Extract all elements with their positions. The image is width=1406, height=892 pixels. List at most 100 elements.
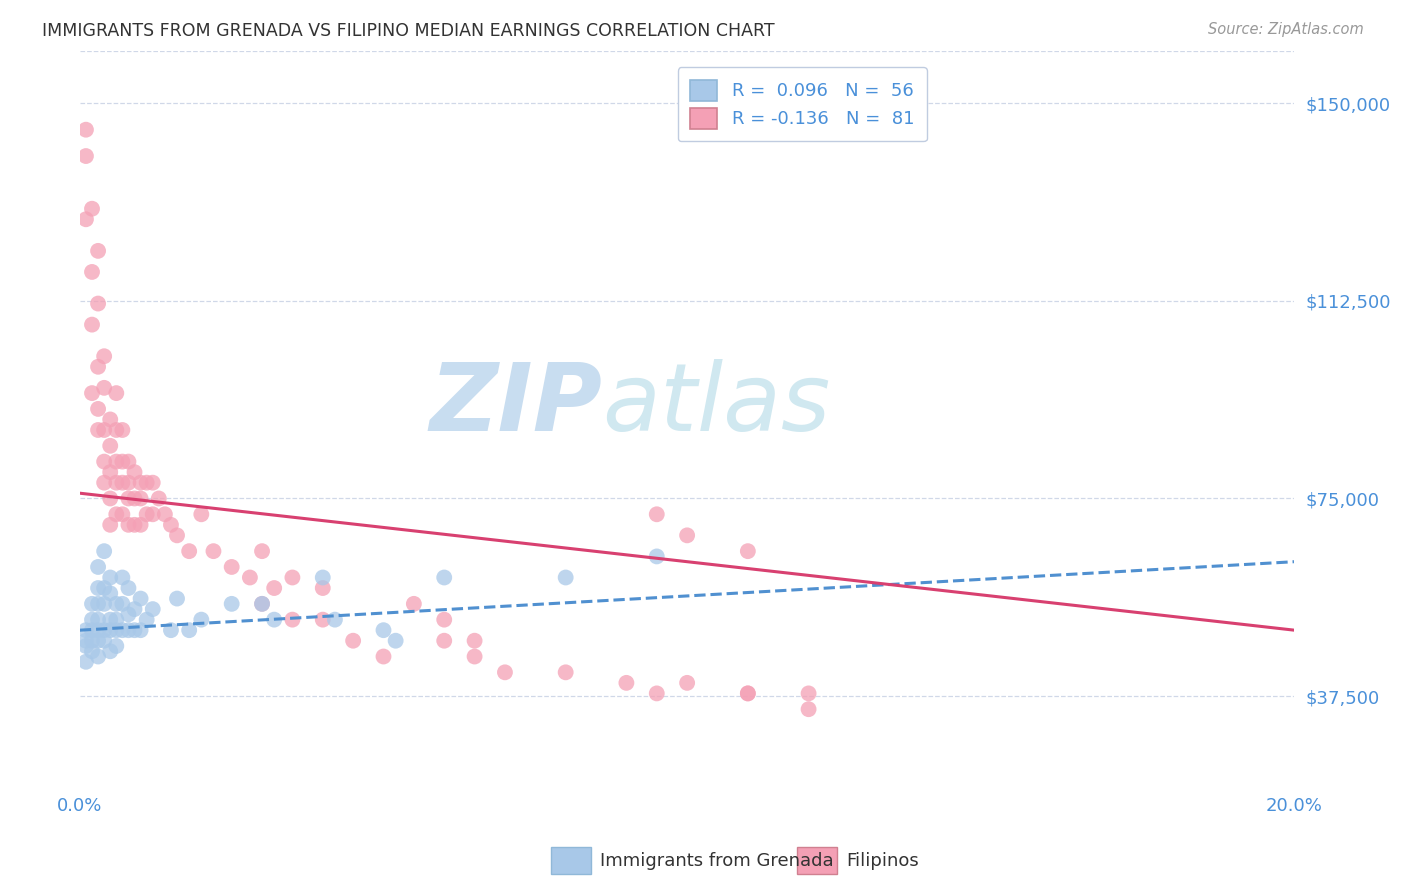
Point	[93, 581, 115, 595]
Point	[105, 508, 128, 522]
Point	[124, 517, 146, 532]
Point	[433, 633, 456, 648]
Point	[737, 686, 759, 700]
Point	[676, 528, 699, 542]
Point	[135, 475, 157, 490]
Point	[111, 623, 134, 637]
Point	[117, 475, 139, 490]
Point	[179, 623, 201, 637]
Point	[87, 423, 110, 437]
Point	[616, 676, 638, 690]
Point	[111, 423, 134, 437]
Point	[80, 613, 103, 627]
Point	[129, 591, 152, 606]
Point	[737, 686, 759, 700]
Point	[190, 508, 212, 522]
Point	[105, 386, 128, 401]
Point	[98, 465, 121, 479]
Point	[250, 597, 273, 611]
Point	[98, 412, 121, 426]
Point	[93, 381, 115, 395]
Point	[98, 613, 121, 627]
Point	[554, 570, 576, 584]
Text: Source: ZipAtlas.com: Source: ZipAtlas.com	[1208, 22, 1364, 37]
Point	[87, 613, 110, 627]
Point	[105, 475, 128, 490]
Point	[239, 570, 262, 584]
Point	[135, 613, 157, 627]
Point	[93, 544, 115, 558]
Point	[135, 508, 157, 522]
Point	[87, 401, 110, 416]
Point	[98, 517, 121, 532]
Point	[80, 633, 103, 648]
Point	[250, 597, 273, 611]
Point	[80, 597, 103, 611]
Point	[179, 544, 201, 558]
Point	[87, 623, 110, 637]
Point	[129, 623, 152, 637]
Point	[87, 560, 110, 574]
Point	[98, 491, 121, 506]
Point	[111, 570, 134, 584]
Point	[221, 560, 243, 574]
Text: IMMIGRANTS FROM GRENADA VS FILIPINO MEDIAN EARNINGS CORRELATION CHART: IMMIGRANTS FROM GRENADA VS FILIPINO MEDI…	[42, 22, 775, 40]
Point	[117, 454, 139, 468]
Point	[111, 454, 134, 468]
Point	[93, 454, 115, 468]
Point	[323, 613, 346, 627]
Bar	[797, 847, 837, 874]
Point	[129, 517, 152, 532]
Point	[645, 549, 668, 564]
Point	[111, 475, 134, 490]
Point	[554, 665, 576, 680]
Point	[129, 475, 152, 490]
Point	[75, 655, 97, 669]
Text: atlas: atlas	[602, 359, 831, 450]
Point	[105, 423, 128, 437]
Point	[93, 633, 115, 648]
Point	[87, 581, 110, 595]
Point	[250, 544, 273, 558]
Point	[93, 597, 115, 611]
Point	[160, 623, 183, 637]
Point	[117, 623, 139, 637]
Point	[98, 623, 121, 637]
Point	[281, 613, 304, 627]
Point	[124, 491, 146, 506]
Point	[797, 686, 820, 700]
Point	[117, 491, 139, 506]
Point	[105, 613, 128, 627]
Point	[142, 475, 165, 490]
Point	[93, 475, 115, 490]
Point	[75, 122, 97, 136]
Point	[373, 623, 395, 637]
Point	[111, 597, 134, 611]
Point	[312, 570, 335, 584]
Point	[75, 212, 97, 227]
Point	[75, 623, 97, 637]
Point	[98, 439, 121, 453]
Point	[342, 633, 364, 648]
Point	[93, 423, 115, 437]
Point	[124, 623, 146, 637]
Point	[142, 508, 165, 522]
Point	[105, 454, 128, 468]
Bar	[551, 847, 591, 874]
Text: Immigrants from Grenada: Immigrants from Grenada	[600, 852, 834, 870]
Point	[464, 633, 486, 648]
Point	[124, 602, 146, 616]
Y-axis label: Median Earnings: Median Earnings	[0, 351, 8, 488]
Point	[75, 639, 97, 653]
Point	[797, 702, 820, 716]
Point	[433, 570, 456, 584]
Point	[117, 607, 139, 622]
Point	[281, 570, 304, 584]
Point	[142, 602, 165, 616]
Point	[105, 623, 128, 637]
Point	[87, 359, 110, 374]
Point	[160, 517, 183, 532]
Point	[87, 296, 110, 310]
Point	[129, 491, 152, 506]
Point	[80, 265, 103, 279]
